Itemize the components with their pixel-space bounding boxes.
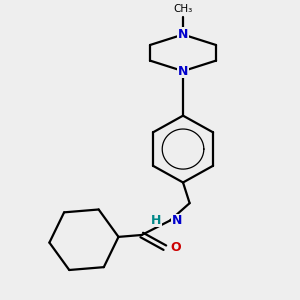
Text: O: O xyxy=(171,241,182,254)
Text: H: H xyxy=(151,214,162,227)
Text: CH₃: CH₃ xyxy=(173,4,193,14)
Text: N: N xyxy=(178,28,188,41)
Text: N: N xyxy=(172,214,182,227)
Text: N: N xyxy=(178,64,188,78)
